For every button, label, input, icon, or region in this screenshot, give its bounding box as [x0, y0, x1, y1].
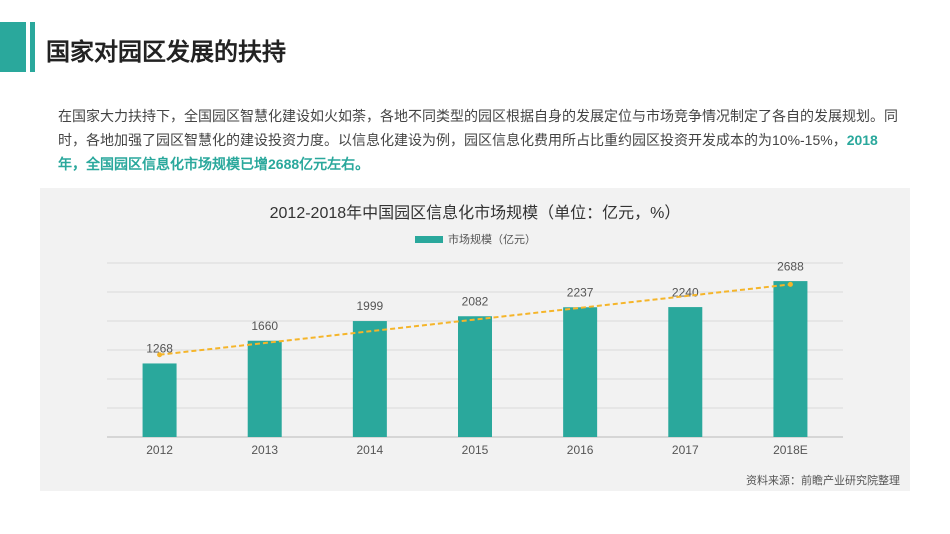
- bar: [563, 307, 598, 437]
- x-tick-label: 2015: [462, 443, 489, 457]
- value-label: 2688: [777, 259, 804, 273]
- paragraph-highlight: 2018年，全国园区信息化市场规模已增2688亿元左右。: [58, 132, 878, 172]
- bar: [773, 281, 808, 437]
- paragraph: 在国家大力扶持下，全国园区智慧化建设如火如荼，各地不同类型的园区根据自身的发展定…: [58, 104, 898, 176]
- trendline: [159, 283, 791, 356]
- x-tick-label: 2018E: [773, 443, 808, 457]
- header: 国家对园区发展的扶持: [0, 22, 950, 72]
- trendline-end: [787, 281, 793, 287]
- bar: [352, 321, 387, 437]
- x-tick-label: 2012: [146, 443, 173, 457]
- bar: [458, 316, 492, 437]
- bar: [247, 340, 282, 437]
- trendline-end: [157, 352, 163, 358]
- value-label: 2240: [672, 285, 699, 299]
- x-tick-label: 2013: [251, 443, 278, 457]
- header-accent: [0, 22, 26, 72]
- value-label: 1268: [146, 342, 173, 356]
- header-title: 国家对园区发展的扶持: [46, 39, 286, 66]
- header-accent: [30, 22, 35, 72]
- bar: [142, 363, 177, 437]
- bar: [668, 307, 703, 437]
- value-label: 1660: [251, 319, 278, 333]
- chart-title: 2012-2018年中国园区信息化市场规模（单位：亿元，%）: [270, 204, 681, 222]
- value-label: 1999: [357, 299, 384, 313]
- value-label: 2237: [567, 285, 594, 299]
- legend-label: 市场规模（亿元）: [448, 232, 536, 246]
- x-tick-label: 2014: [357, 443, 384, 457]
- paragraph-text: 在国家大力扶持下，全国园区智慧化建设如火如荼，各地不同类型的园区根据自身的发展定…: [58, 108, 898, 148]
- legend-swatch: [415, 236, 443, 243]
- source: 资料来源：前瞻产业研究院整理: [746, 473, 900, 487]
- x-tick-label: 2016: [567, 443, 594, 457]
- x-tick-label: 2017: [672, 443, 699, 457]
- value-label: 2082: [462, 294, 489, 308]
